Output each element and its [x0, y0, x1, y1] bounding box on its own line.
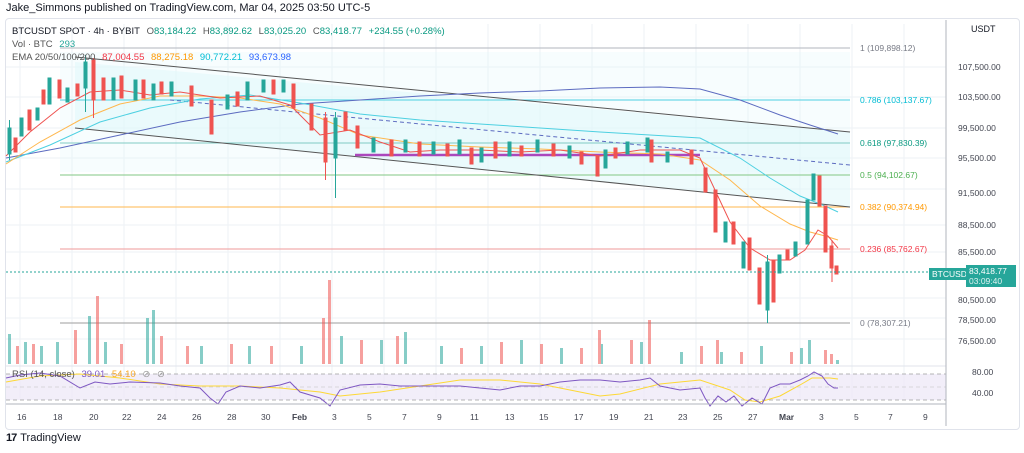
ema-label[interactable]: EMA 20/50/100/200	[12, 52, 96, 63]
time-tick: 27	[748, 412, 758, 422]
footer-brand[interactable]: 17 TradingView	[6, 432, 81, 444]
time-tick: 16	[17, 412, 27, 422]
time-tick: 20	[89, 412, 99, 422]
time-tick: 21	[644, 412, 654, 422]
rsi-ma-line	[5, 373, 839, 403]
ema200-line	[5, 86, 839, 159]
price-tick: 88,500.00	[958, 220, 996, 230]
hidden-eye-icon-2[interactable]: ⊘	[156, 369, 165, 380]
candlesticks[interactable]	[7, 55, 839, 323]
price-tick: 99,500.00	[958, 123, 996, 133]
time-tick: 15	[539, 412, 549, 422]
last-price-symbol-tag: BTCUSDT	[929, 268, 976, 280]
publish-info: Jake_Simmons published on TradingView.co…	[6, 2, 371, 14]
fib-label-0236: 0.236 (85,762.67)	[860, 244, 928, 254]
fib-label-0618: 0.618 (97,830.39)	[860, 138, 928, 148]
hidden-eye-icon[interactable]: ⊘	[142, 369, 151, 380]
low-label: L	[258, 26, 264, 37]
time-tick: 7	[888, 412, 893, 422]
ema50-value: 88,275.18	[151, 52, 194, 63]
time-tick: 9	[437, 412, 442, 422]
time-tick: 7	[402, 412, 407, 422]
fib-label-1: 1 (109,898.12)	[860, 43, 916, 53]
fib-label-05: 0.5 (94,102.67)	[860, 170, 918, 180]
price-tick: 95,500.00	[958, 153, 996, 163]
time-tick: 17	[574, 412, 584, 422]
price-tick: 85,500.00	[958, 247, 996, 257]
ema200-value: 93,673.98	[248, 52, 292, 63]
rsi-tick: 80.00	[972, 367, 994, 377]
high-value: 83,892.62	[209, 26, 253, 37]
time-tick: 3	[819, 412, 824, 422]
last-price-value: 83,418.77	[969, 266, 1007, 276]
change-value: +234.55 (+0.28%)	[368, 26, 445, 37]
time-tick: 18	[53, 412, 63, 422]
price-tick: 78,500.00	[958, 315, 996, 325]
rsi-line	[5, 371, 838, 407]
volume-value: 293	[59, 39, 76, 50]
volume-legend: Vol · BTC 293	[12, 39, 79, 50]
time-tick: Mar	[779, 412, 795, 422]
price-tick: 80,500.00	[958, 295, 996, 305]
time-tick: 5	[367, 412, 372, 422]
symbol-label[interactable]: BTCUSDT SPOT · 4h · BYBIT	[12, 26, 140, 37]
high-label: H	[202, 26, 210, 37]
currency-label[interactable]: USDT	[971, 24, 996, 34]
time-tick: 22	[122, 412, 132, 422]
volume-label[interactable]: Vol · BTC	[12, 39, 53, 50]
ema100-line	[5, 94, 839, 213]
rsi-legend: RSI (14, close) 39.01 54.10 ⊘ ⊘	[12, 369, 169, 380]
rsi-label[interactable]: RSI (14, close)	[12, 369, 75, 380]
fib-label-0: 0 (78,307.21)	[860, 318, 911, 328]
time-tick: 25	[713, 412, 723, 422]
price-tick: 91,500.00	[958, 188, 996, 198]
time-tick: 3	[332, 412, 337, 422]
open-value: 83,184.22	[153, 26, 197, 37]
channel-lower-line[interactable]	[74, 127, 851, 208]
ohlc-legend: BTCUSDT SPOT · 4h · BYBIT O83,184.22 H83…	[12, 26, 449, 37]
ema100-value: 90,772.21	[199, 52, 243, 63]
time-tick: 11	[470, 412, 479, 422]
ema20-value: 87,004.55	[102, 52, 145, 63]
time-tick: 19	[609, 412, 619, 422]
time-tick: Feb	[292, 412, 308, 422]
low-value: 83,025.20	[263, 26, 307, 37]
rsi-ma-value: 54.10	[111, 369, 136, 380]
tradingview-logo-icon: 17	[6, 432, 17, 444]
time-tick: 26	[192, 412, 202, 422]
time-tick: 30	[261, 412, 271, 422]
volume-bars	[8, 280, 839, 364]
brand-label: TradingView	[20, 432, 81, 444]
fib-label-0382: 0.382 (90,374.94)	[860, 202, 928, 212]
ema50-line	[5, 95, 839, 241]
rsi-value: 39.01	[81, 369, 106, 380]
trend-dashed-line[interactable]	[169, 99, 851, 166]
price-tick: 103,500.00	[958, 92, 1001, 102]
fib-zone-fill	[60, 52, 850, 172]
last-price-tag: 83,418.77 03:09:40	[966, 265, 1016, 287]
close-value: 83,418.77	[319, 26, 362, 37]
time-tick: 13	[505, 412, 515, 422]
time-tick: 5	[854, 412, 859, 422]
rsi-tick: 40.00	[972, 388, 994, 398]
time-tick: 9	[923, 412, 928, 422]
ema-legend: EMA 20/50/100/200 87,004.55 88,275.18 90…	[12, 52, 295, 63]
time-tick: 28	[227, 412, 237, 422]
fib-label-0786: 0.786 (103,137.67)	[860, 95, 932, 105]
time-tick: 24	[157, 412, 167, 422]
bar-countdown: 03:09:40	[969, 276, 1003, 286]
price-tick: 107,500.00	[958, 62, 1001, 72]
time-tick: 23	[678, 412, 688, 422]
close-label: C	[312, 26, 320, 37]
open-label: O	[146, 26, 154, 37]
channel-upper-line[interactable]	[74, 56, 851, 133]
price-tick: 76,500.00	[958, 336, 996, 346]
